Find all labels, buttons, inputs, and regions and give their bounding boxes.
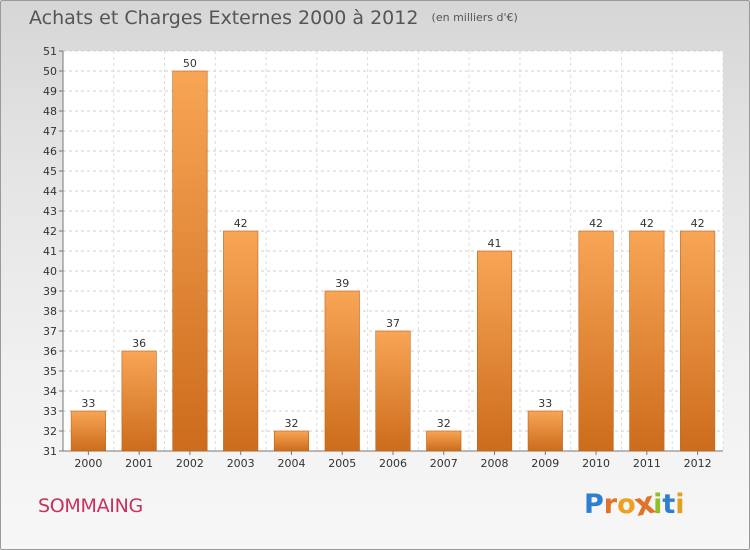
y-tick-label: 45 xyxy=(43,165,57,178)
value-label-2011: 42 xyxy=(640,217,654,230)
brand-letter: r xyxy=(603,489,618,520)
bar-2011 xyxy=(629,230,665,452)
bar-2010 xyxy=(578,230,614,452)
x-tick-label-2008: 2008 xyxy=(481,457,509,470)
brand-letter: i xyxy=(653,489,663,520)
x-tick-label-2000: 2000 xyxy=(74,457,102,470)
x-tick-label-2005: 2005 xyxy=(328,457,356,470)
x-tick-label-2007: 2007 xyxy=(430,457,458,470)
y-tick-label: 38 xyxy=(43,305,57,318)
x-tick-label-2001: 2001 xyxy=(125,457,153,470)
bar-2001 xyxy=(121,350,157,452)
y-tick-label: 31 xyxy=(43,445,57,458)
y-tick-label: 36 xyxy=(43,345,57,358)
value-label-2012: 42 xyxy=(691,217,705,230)
x-tick-label-2010: 2010 xyxy=(582,457,610,470)
bar-2003 xyxy=(223,230,259,452)
chart-subtitle: (en milliers d'€) xyxy=(431,11,518,24)
value-label-2009: 33 xyxy=(538,397,552,410)
value-label-2000: 33 xyxy=(81,397,95,410)
value-label-2003: 42 xyxy=(234,217,248,230)
y-tick-label: 42 xyxy=(43,225,57,238)
bar-2009 xyxy=(527,410,563,452)
y-tick-label: 39 xyxy=(43,285,57,298)
bar-2012 xyxy=(680,230,716,452)
brand-letter: t xyxy=(662,489,676,520)
y-tick-label: 32 xyxy=(43,425,57,438)
x-tick-label-2006: 2006 xyxy=(379,457,407,470)
bar-2000 xyxy=(70,410,106,452)
value-label-2008: 41 xyxy=(488,237,502,250)
brand-logo: Proxiti xyxy=(584,485,685,524)
value-label-2001: 36 xyxy=(132,337,146,350)
x-tick-label-2004: 2004 xyxy=(277,457,305,470)
value-label-2005: 39 xyxy=(335,277,349,290)
y-tick-label: 50 xyxy=(43,65,57,78)
title-row: Achats et Charges Externes 2000 à 2012 (… xyxy=(29,7,518,29)
y-tick-label: 51 xyxy=(43,45,57,58)
x-tick-label-2002: 2002 xyxy=(176,457,204,470)
y-tick-label: 35 xyxy=(43,365,57,378)
y-tick-label: 34 xyxy=(43,385,57,398)
y-tick-label: 37 xyxy=(43,325,57,338)
commune-name: SOMMAING xyxy=(38,495,143,517)
bar-2007 xyxy=(426,430,462,452)
x-tick-label-2003: 2003 xyxy=(227,457,255,470)
value-label-2004: 32 xyxy=(284,417,298,430)
brand-letter: P xyxy=(584,489,604,520)
value-label-2006: 37 xyxy=(386,317,400,330)
chart-title: Achats et Charges Externes 2000 à 2012 xyxy=(29,7,419,29)
label-layer: 33 2000 36 2001 50 2002 42 2003 32 2004 39 2005 37 20… xyxy=(74,57,711,470)
y-tick-label: 43 xyxy=(43,205,57,218)
brand-letter: o xyxy=(617,489,636,520)
y-tick-label: 48 xyxy=(43,105,57,118)
value-label-2010: 42 xyxy=(589,217,603,230)
y-tick-label: 44 xyxy=(43,185,57,198)
x-tick-label-2011: 2011 xyxy=(633,457,661,470)
value-label-2007: 32 xyxy=(437,417,451,430)
bar-2004 xyxy=(273,430,310,452)
y-tick-label: 41 xyxy=(43,245,57,258)
y-tick-label: 40 xyxy=(43,265,57,278)
y-tick-label: 49 xyxy=(43,85,57,98)
y-tick-label: 33 xyxy=(43,405,57,418)
y-tick-label: 47 xyxy=(43,125,57,138)
brand-letter: i xyxy=(675,489,685,520)
bar-2006 xyxy=(375,330,411,452)
bar-layer xyxy=(70,70,716,452)
x-tick-label-2009: 2009 xyxy=(531,457,559,470)
x-tick-label-2012: 2012 xyxy=(684,457,712,470)
value-label-2002: 50 xyxy=(183,57,197,70)
bar-2002 xyxy=(172,70,208,452)
y-tick-label: 46 xyxy=(43,145,57,158)
bar-2008 xyxy=(476,250,513,452)
bar-2005 xyxy=(324,290,360,452)
